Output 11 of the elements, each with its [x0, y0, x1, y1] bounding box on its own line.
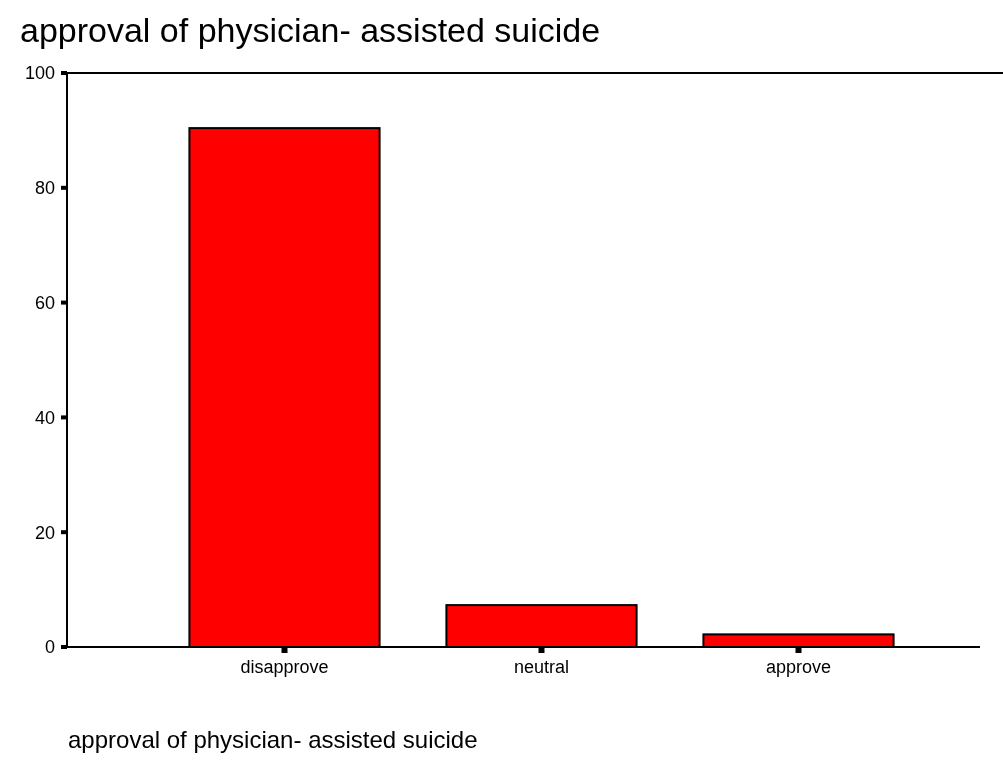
y-tick-label: 80 — [34, 178, 55, 199]
x-tick-label: approve — [765, 657, 832, 677]
y-tick-label: 100 — [24, 63, 55, 84]
y-tick-label: 0 — [44, 637, 55, 658]
chart-title: approval of physician- assisted suicide — [20, 11, 601, 49]
y-tick-label: 60 — [34, 292, 55, 313]
x-tick-label: neutral — [513, 657, 570, 677]
x-tick-label: disapprove — [240, 657, 329, 677]
x-axis-title: approval of physician- assisted suicide — [68, 726, 478, 753]
y-tick-label: 40 — [34, 407, 55, 428]
y-tick-label: 20 — [34, 522, 55, 543]
